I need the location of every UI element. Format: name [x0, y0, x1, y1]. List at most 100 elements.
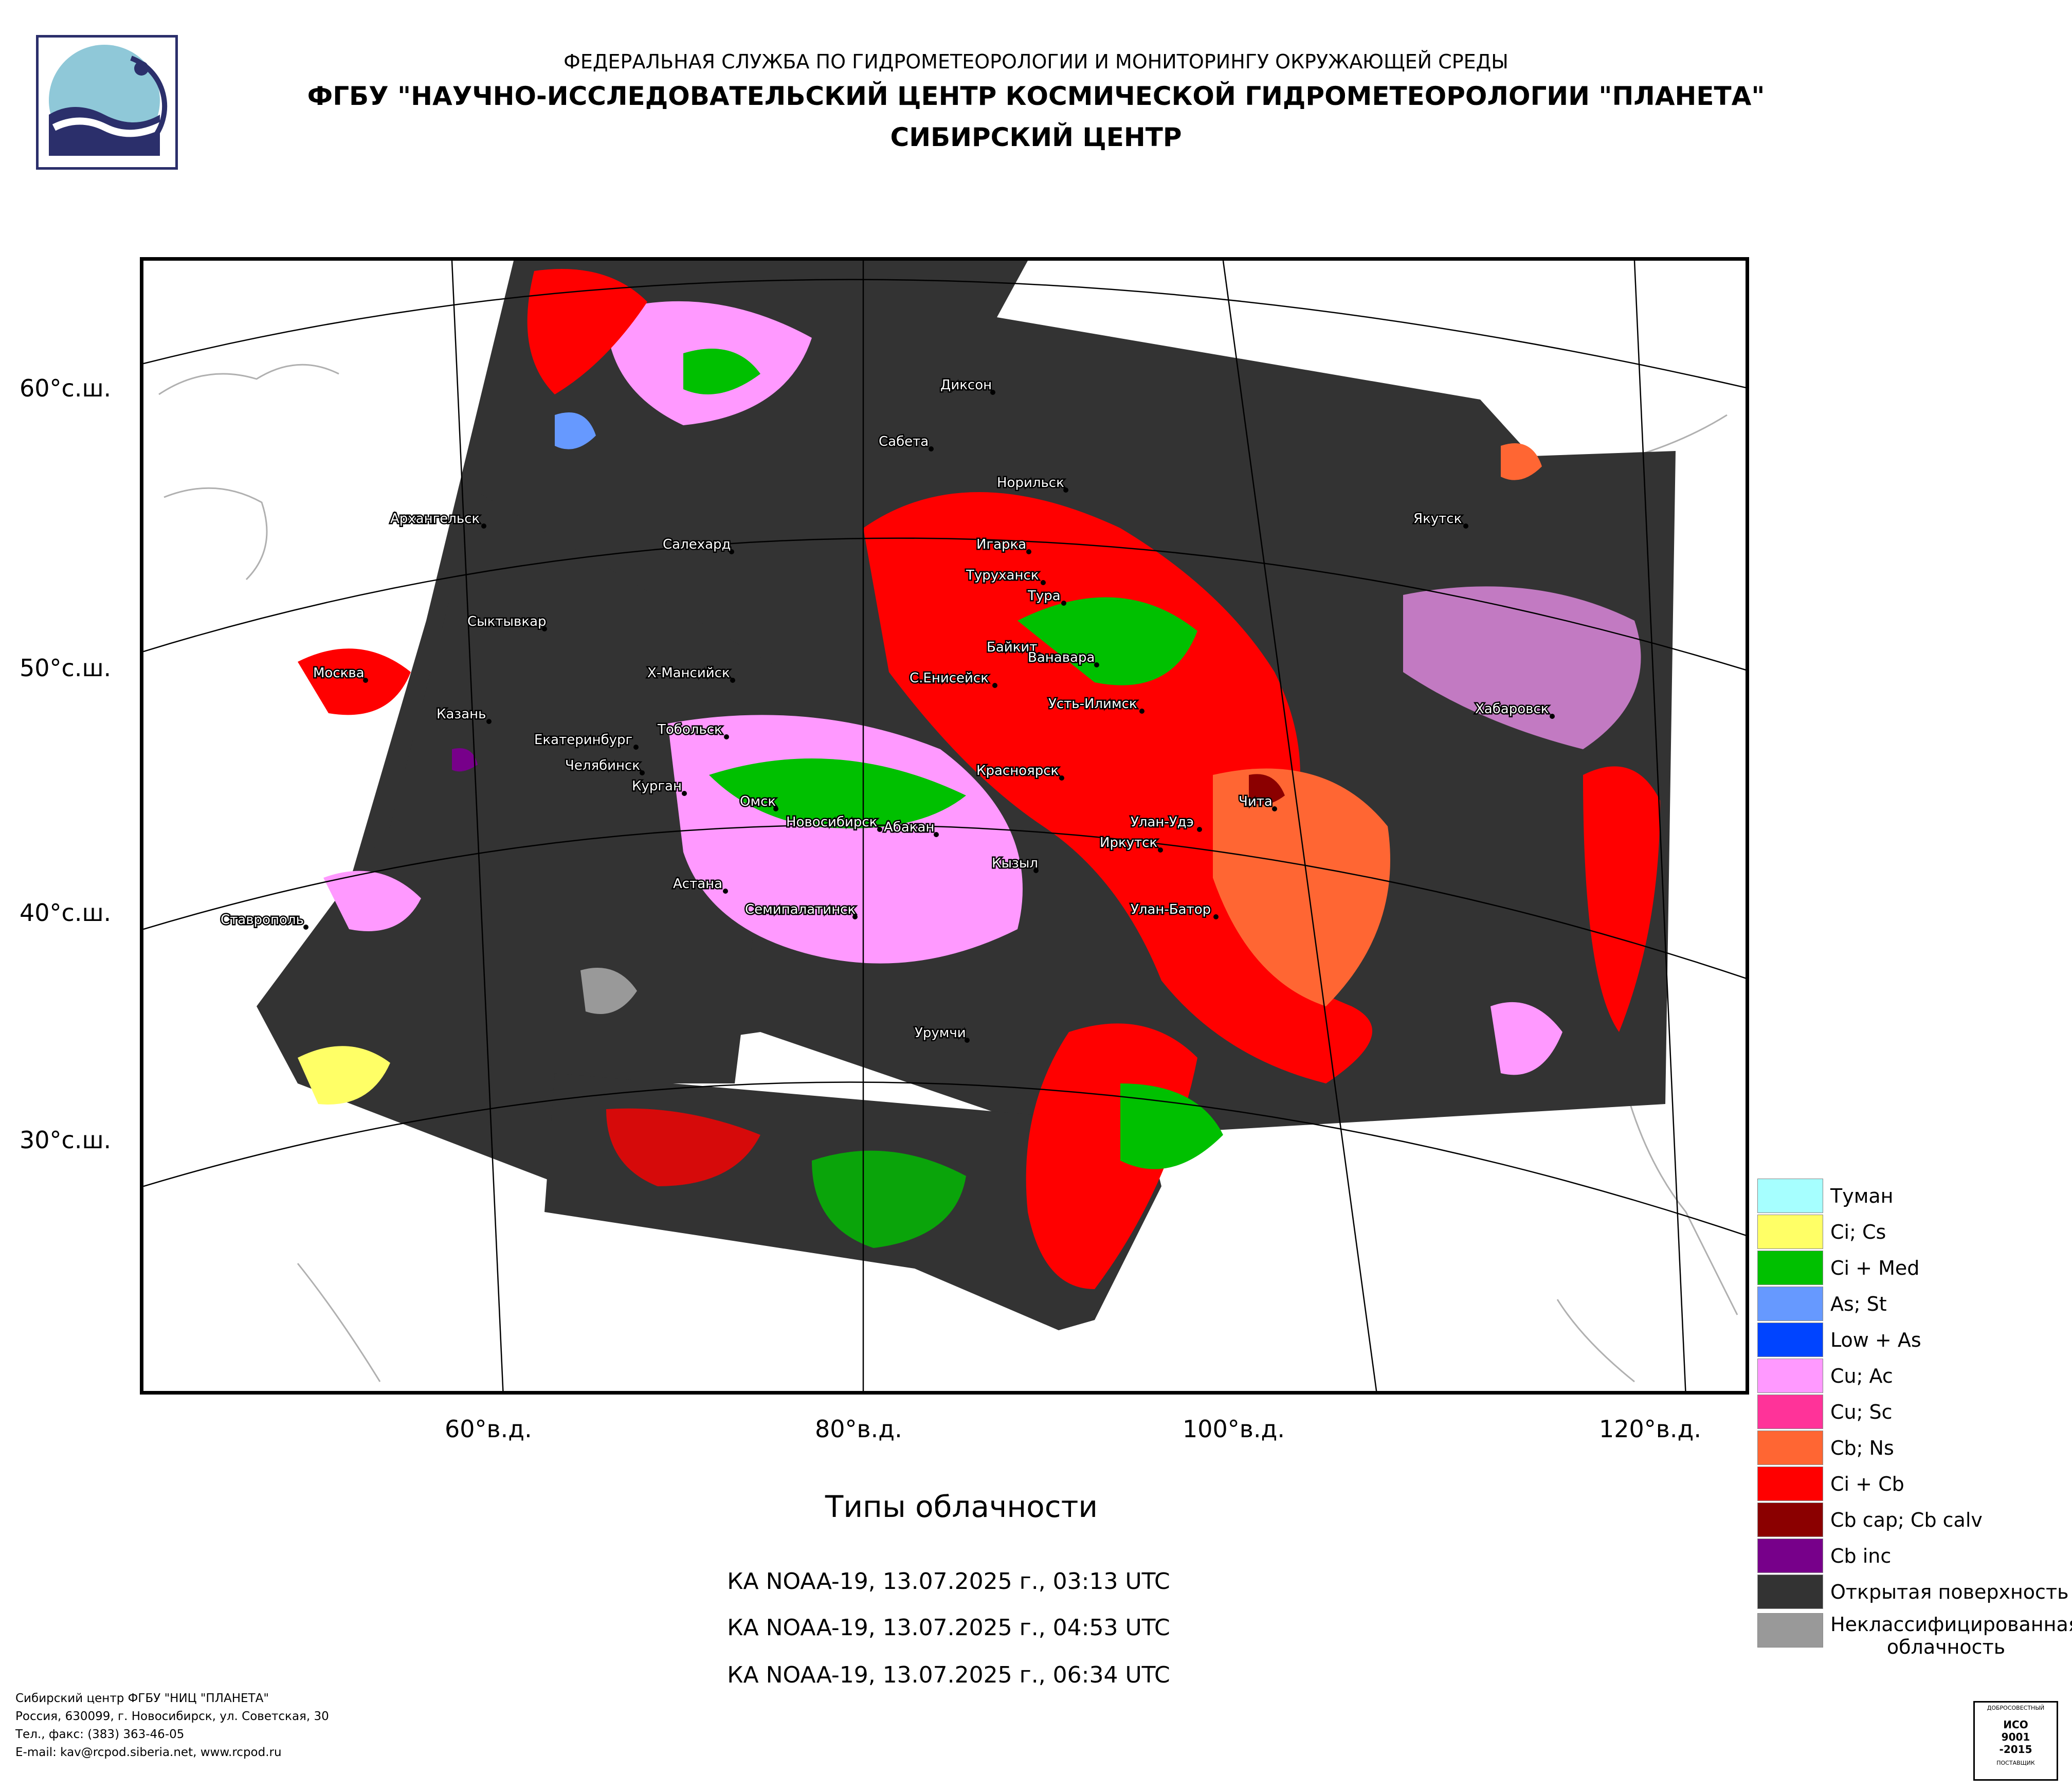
legend-label: Cu; Sc [1830, 1401, 1893, 1423]
city-marker [1158, 847, 1163, 853]
city-labels: Диксон Сабета Норильск Архангельск Салехард И… [220, 376, 1555, 1043]
legend-item: Ci + Med [1753, 1250, 2072, 1286]
legend-item: Cb cap; Cb calv [1753, 1501, 2072, 1537]
city-label: Урумчи [915, 1025, 966, 1041]
city-marker [303, 925, 308, 930]
city-marker [481, 523, 486, 529]
legend-item: Cb; Ns [1753, 1430, 2072, 1466]
city-label: С.Енисейск [910, 671, 989, 686]
city-label: Омск [740, 794, 776, 809]
legend-swatch [1757, 1251, 1823, 1285]
legend-item: Cu; Ac [1753, 1358, 2072, 1394]
lat-label-40: 40°с.ш. [20, 899, 112, 927]
iso-bottom: ПОСТАВЩИК [1996, 1760, 2035, 1766]
city-label: Туруханск [966, 568, 1039, 583]
city-label: Тура [1027, 588, 1061, 604]
city-marker [633, 745, 639, 750]
city-label: Семипалатинск [745, 902, 856, 917]
iso-line2: 9001 [2001, 1731, 2030, 1743]
city-label: Ставрополь [221, 912, 304, 928]
legend-label: Туман [1830, 1185, 1894, 1207]
legend-swatch [1757, 1287, 1823, 1321]
legend-item: Открытая поверхность [1753, 1573, 2072, 1609]
city-label: Х-Мансийск [647, 665, 730, 681]
city-label: Кызыл [992, 856, 1038, 871]
graticule [143, 261, 1746, 1391]
city-marker [1026, 549, 1031, 554]
legend-item: Cu; Sc [1753, 1394, 2072, 1430]
city-marker [729, 549, 734, 554]
legend-label: Cb cap; Cb calv [1830, 1509, 1983, 1531]
city-marker [1061, 601, 1066, 606]
swath-west [257, 492, 786, 1186]
legend-label: As; St [1830, 1293, 1887, 1315]
city-label: Казань [437, 707, 486, 722]
lon-label-80: 80°в.д. [815, 1415, 902, 1443]
iso-badge: ДОБРОСОВЕСТНЫЙ ИСО 9001 -2015 ПОСТАВЩИК [1973, 1701, 2058, 1781]
legend-swatch [1757, 1359, 1823, 1393]
city-marker [1094, 662, 1099, 667]
legend-label: Cb; Ns [1830, 1437, 1894, 1459]
legend-item: Туман [1753, 1178, 2072, 1214]
city-marker [1033, 868, 1039, 873]
legend-label: Ci + Cb [1830, 1473, 1904, 1495]
city-marker [1139, 709, 1144, 714]
legend-item: Cb inc [1753, 1537, 2072, 1573]
city-label: Усть-Илимск [1048, 696, 1137, 712]
lon-label-60: 60°в.д. [445, 1415, 532, 1443]
legend-swatch [1757, 1431, 1823, 1465]
city-marker [773, 806, 778, 811]
legend-item: Неклассифицированная облачность [1753, 1612, 2072, 1658]
city-label: Иркутск [1100, 835, 1157, 851]
city-label: Сыктывкар [467, 614, 547, 629]
legend-swatch [1757, 1539, 1823, 1573]
legend-label: Неклассифицированная облачность [1830, 1613, 2072, 1658]
city-marker [486, 719, 492, 724]
city-label: Игарка [976, 537, 1026, 552]
city-marker [1197, 827, 1202, 832]
city-label: Новосибирск [786, 815, 877, 830]
city-marker [682, 791, 687, 796]
city-marker [640, 770, 645, 775]
footer-email: E-mail: kav@rcpod.siberia.net, www.rcpod… [15, 1746, 282, 1759]
legend-label: Low + As [1830, 1329, 1921, 1351]
map-title: Типы облачности [825, 1489, 1098, 1524]
city-label: Екатеринбург [534, 732, 632, 748]
city-marker [730, 678, 735, 683]
legend-item: Ci; Cs [1753, 1214, 2072, 1250]
city-marker [852, 914, 858, 919]
legend-label: Ci; Cs [1830, 1221, 1886, 1243]
city-label: Ванавара [1028, 650, 1095, 665]
legend-label: Cu; Ac [1830, 1365, 1893, 1387]
city-marker [542, 626, 547, 631]
institute-name: ФГБУ "НАУЧНО-ИССЛЕДОВАТЕЛЬСКИЙ ЦЕНТР КОС… [307, 81, 1765, 111]
city-marker [363, 678, 368, 683]
legend-label: Ci + Med [1830, 1257, 1920, 1279]
city-label: Хабаровск [1475, 701, 1549, 717]
city-label: Москва [313, 665, 365, 681]
city-marker [1037, 652, 1042, 657]
lat-label-60: 60°с.ш. [20, 374, 112, 402]
city-label: Челябинск [565, 758, 640, 773]
city-label: Абакан [884, 820, 934, 835]
city-label: Салехард [663, 537, 731, 552]
footer-address: Россия, 630099, г. Новосибирск, ул. Сове… [15, 1710, 329, 1723]
iso-top: ДОБРОСОВЕСТНЫЙ [1987, 1705, 2045, 1711]
cloud-patches [298, 269, 1660, 1289]
city-label: Курган [632, 779, 682, 794]
legend-swatch [1757, 1323, 1823, 1357]
legend-swatch [1757, 1179, 1823, 1213]
lat-label-50: 50°с.ш. [20, 654, 112, 682]
agency-name: ФЕДЕРАЛЬНАЯ СЛУЖБА ПО ГИДРОМЕТЕОРОЛОГИИ … [564, 50, 1508, 73]
city-marker [990, 390, 995, 395]
city-marker [1550, 714, 1555, 719]
city-marker [877, 827, 882, 832]
lon-label-120: 120°в.д. [1599, 1415, 1701, 1443]
city-marker [1463, 523, 1468, 529]
legend-label: Открытая поверхность [1830, 1581, 2069, 1603]
city-label: Чита [1239, 794, 1273, 809]
city-label: Архангельск [390, 511, 480, 527]
legend-swatch [1757, 1575, 1823, 1609]
city-label: Якутск [1413, 511, 1462, 527]
city-marker [723, 889, 728, 894]
